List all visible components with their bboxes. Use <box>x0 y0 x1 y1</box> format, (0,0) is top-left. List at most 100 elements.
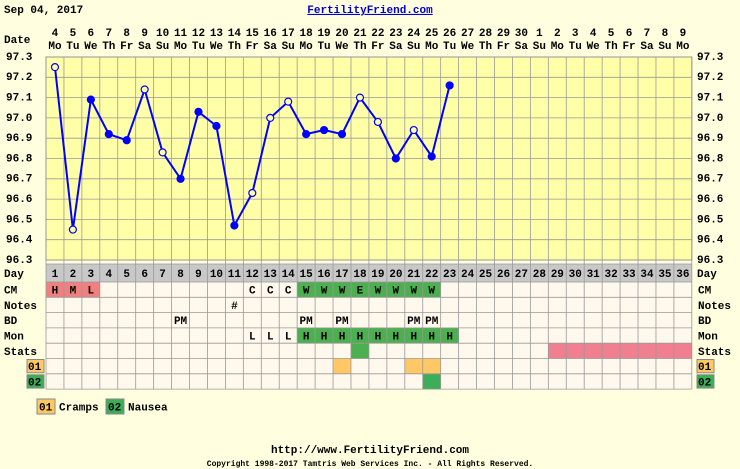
date-label: 18 <box>300 28 314 40</box>
temperature-point <box>445 81 454 90</box>
row-label-box <box>26 374 45 389</box>
day-label: 12 <box>246 269 259 281</box>
y-tick-label: 96.7 <box>6 174 32 186</box>
weekday-label: Th <box>605 41 618 53</box>
footer-url[interactable]: http://www.FertilityFriend.com <box>271 445 469 457</box>
day-label: 1 <box>52 269 59 281</box>
day-label: 26 <box>497 269 510 281</box>
day-label: 33 <box>622 269 636 281</box>
weekday-label: Fr <box>497 41 510 53</box>
day-label: 18 <box>353 269 367 281</box>
row-label-right: BD <box>698 316 712 328</box>
cell-text: W <box>393 286 400 298</box>
day-label: 10 <box>210 269 223 281</box>
cell-text: C <box>267 286 274 298</box>
temperature-point <box>391 154 400 163</box>
row-label: 01 <box>28 362 42 374</box>
weekday-label: Sa <box>264 41 278 53</box>
day-label: 27 <box>515 269 528 281</box>
date-label: 25 <box>425 28 439 40</box>
date-label: 20 <box>335 28 348 40</box>
date-label: 9 <box>141 28 148 40</box>
date-label: 17 <box>282 28 295 40</box>
row-label-right: Notes <box>698 301 731 313</box>
y-tick-label-right: 96.6 <box>697 194 723 206</box>
row-label-right: 01 <box>698 362 712 374</box>
y-tick-label: 97.2 <box>6 72 32 84</box>
temperature-point <box>158 148 167 157</box>
row-label-box-right <box>696 359 715 374</box>
date-label: 6 <box>626 28 633 40</box>
weekday-label: Fr <box>371 41 384 53</box>
legend-label: Nausea <box>128 402 168 414</box>
date-label: 3 <box>572 28 579 40</box>
cell-fill <box>440 327 459 344</box>
cell-fill <box>350 327 369 344</box>
date-label: 14 <box>228 28 242 40</box>
cell-text: M <box>70 286 77 298</box>
date-label: 21 <box>353 28 367 40</box>
cell-fill <box>386 327 405 344</box>
day-label: 36 <box>676 269 689 281</box>
cell-fill <box>548 343 567 359</box>
cell-fill <box>315 282 334 298</box>
y-tick-label: 96.5 <box>6 214 33 226</box>
weekday-label: Mo <box>551 41 565 53</box>
temperature-point <box>176 174 185 183</box>
day-row-label-right: Day <box>697 269 717 281</box>
day-label: 21 <box>407 269 421 281</box>
y-tick-label-right: 97.0 <box>697 113 723 125</box>
temperature-point <box>337 130 347 139</box>
day-label: 11 <box>228 269 242 281</box>
weekday-label: Mo <box>300 41 314 53</box>
day-label: 30 <box>569 269 582 281</box>
weekday-label: Tu <box>443 41 456 53</box>
row-label-box-right <box>696 374 715 389</box>
temperature-point <box>230 221 239 230</box>
temperature-point <box>302 130 311 139</box>
day-label: 15 <box>300 269 314 281</box>
row-label: Stats <box>4 347 37 359</box>
row-label-right: Mon <box>698 331 718 343</box>
day-label: 3 <box>88 269 95 281</box>
cell-text: C <box>249 286 256 298</box>
day-label: 16 <box>317 269 330 281</box>
weekday-label: Fr <box>622 41 635 53</box>
day-label: 20 <box>389 269 402 281</box>
weekday-label: We <box>84 41 98 53</box>
cell-fill <box>404 282 423 298</box>
site-title[interactable]: FertilityFriend.com <box>307 5 433 17</box>
cell-fill <box>655 343 674 359</box>
cell-fill <box>404 358 423 374</box>
legend-code: 02 <box>108 402 121 414</box>
y-tick-label-right: 96.5 <box>697 214 724 226</box>
weekday-label: Sa <box>515 41 529 53</box>
day-label: 2 <box>70 269 77 281</box>
cell-fill <box>350 282 369 298</box>
cell-text: W <box>303 286 310 298</box>
cell-fill <box>422 358 441 374</box>
y-tick-label-right: 97.2 <box>697 72 723 84</box>
date-axis-label: Date <box>4 35 31 47</box>
date-label: 29 <box>497 28 510 40</box>
cell-text: H <box>339 331 346 343</box>
y-tick-label-right: 97.1 <box>697 93 724 105</box>
date-label: 28 <box>479 28 493 40</box>
temperature-point <box>140 85 149 94</box>
cell-text: L <box>285 331 292 343</box>
date-label: 9 <box>680 28 687 40</box>
weekday-label: Su <box>156 41 169 53</box>
temperature-point <box>248 188 257 198</box>
cell-fill <box>422 373 441 390</box>
day-row-label: Day <box>4 269 24 281</box>
date-label: 5 <box>608 28 615 40</box>
cell-text: PM <box>174 316 188 328</box>
temperature-point <box>104 130 113 139</box>
cell-text: H <box>321 331 328 343</box>
y-tick-label-right: 96.7 <box>697 174 723 186</box>
row-label-box <box>26 359 45 374</box>
cell-fill <box>46 282 64 298</box>
date-label: 1 <box>536 28 543 40</box>
cell-text: H <box>393 331 400 343</box>
row-label: Mon <box>4 331 24 343</box>
